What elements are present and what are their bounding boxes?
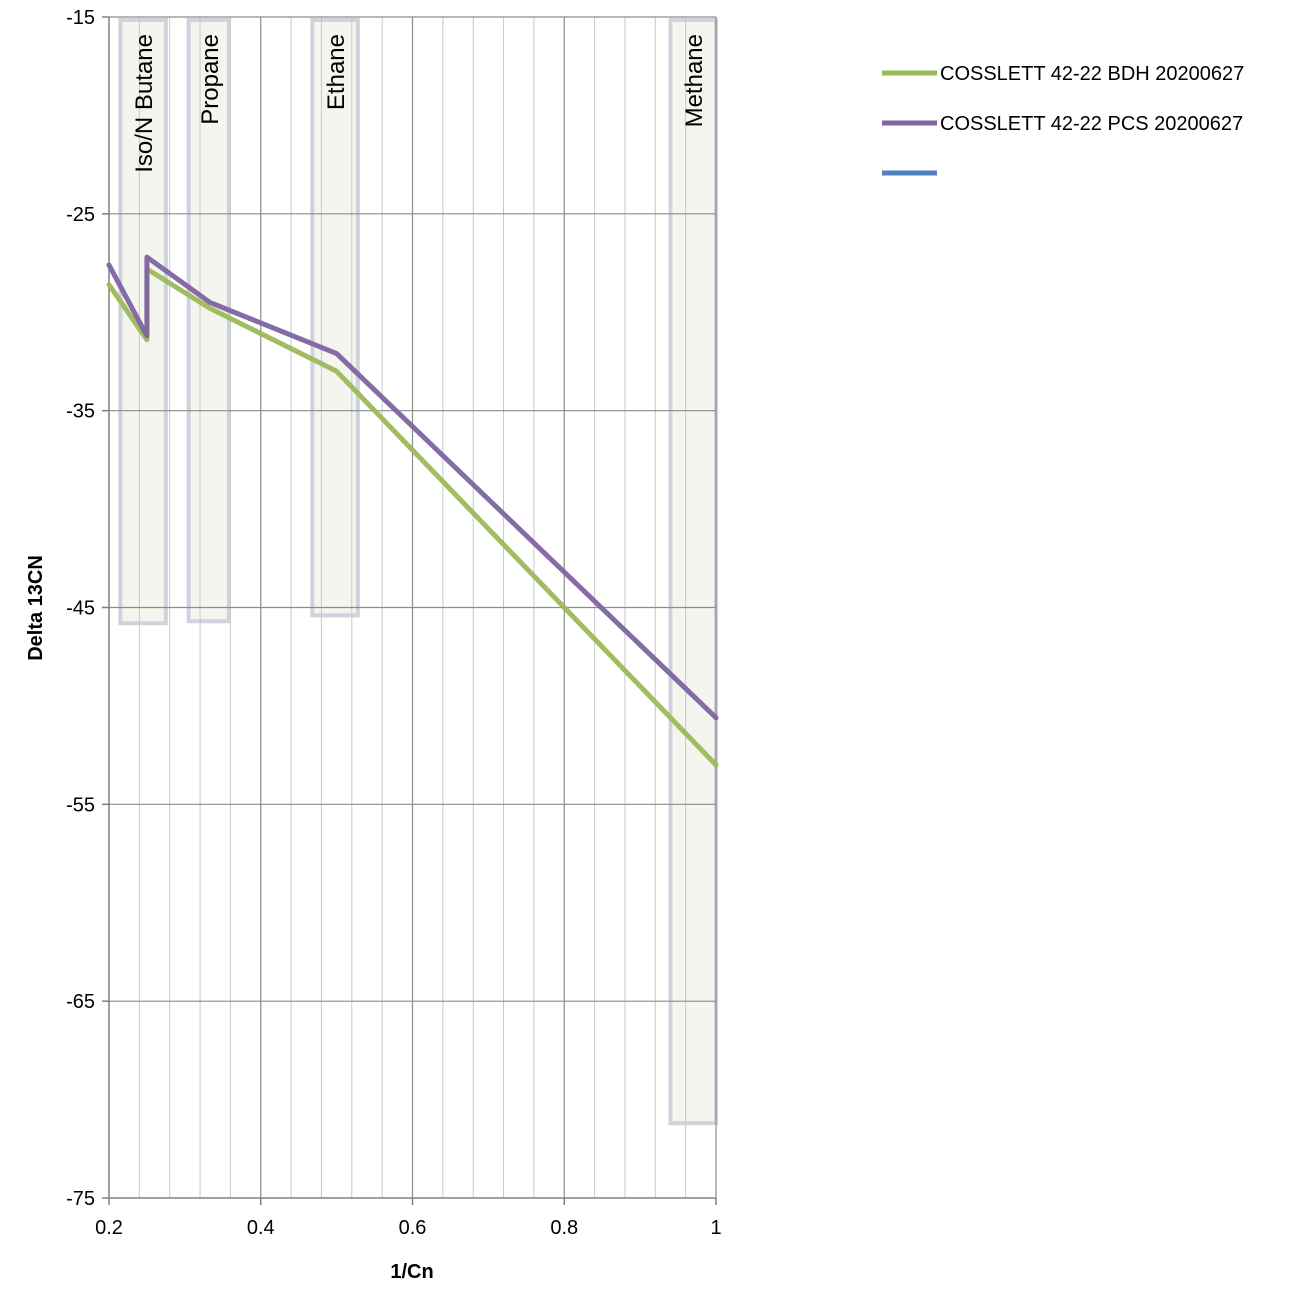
series-layer xyxy=(106,254,719,768)
series-line-0 xyxy=(106,266,719,768)
x-tick-label: 0.6 xyxy=(399,1217,427,1239)
x-tick-label: 0.8 xyxy=(550,1217,578,1239)
legend: COSSLETT 42-22 BDH 20200627 COSSLETT 42-2… xyxy=(882,63,1244,176)
x-tick-label: 0.2 xyxy=(95,1217,123,1239)
y-tick-label: -55 xyxy=(66,794,95,816)
band-label-1: Propane xyxy=(197,34,224,125)
band-3 xyxy=(668,18,718,1126)
band-label-3: Methane xyxy=(681,34,708,127)
band-label-layer: Iso/N Butane Propane Ethane Methane xyxy=(131,34,708,173)
x-axis-title: 1/Cn xyxy=(390,1261,433,1283)
y-tick-label: -65 xyxy=(66,991,95,1013)
band-0 xyxy=(118,18,168,626)
series-line-1 xyxy=(106,254,719,721)
grid-layer xyxy=(109,16,717,1198)
axes-layer: -15 -25 -35 -45 -55 -65 -750.2 0.4 0.6 0.8 1 xyxy=(66,7,721,1239)
band-label-2: Ethane xyxy=(323,34,350,110)
band-1 xyxy=(186,18,231,624)
band-2 xyxy=(310,18,360,618)
y-tick-label: -35 xyxy=(66,401,95,423)
y-axis-title: Delta 13CN xyxy=(25,555,47,661)
x-tick-label: 0.4 xyxy=(247,1217,275,1239)
y-tick-label: -45 xyxy=(66,598,95,620)
y-tick-label: -75 xyxy=(66,1188,95,1210)
band-label-0: Iso/N Butane xyxy=(131,34,158,173)
x-tick-label: 1 xyxy=(710,1217,721,1239)
legend-label-0: COSSLETT 42-22 BDH 20200627 xyxy=(940,63,1244,85)
y-tick-label: -15 xyxy=(66,7,95,29)
y-tick-label: -25 xyxy=(66,204,95,226)
legend-label-1: COSSLETT 42-22 PCS 20200627 xyxy=(940,113,1243,135)
band-layer xyxy=(118,18,718,1126)
